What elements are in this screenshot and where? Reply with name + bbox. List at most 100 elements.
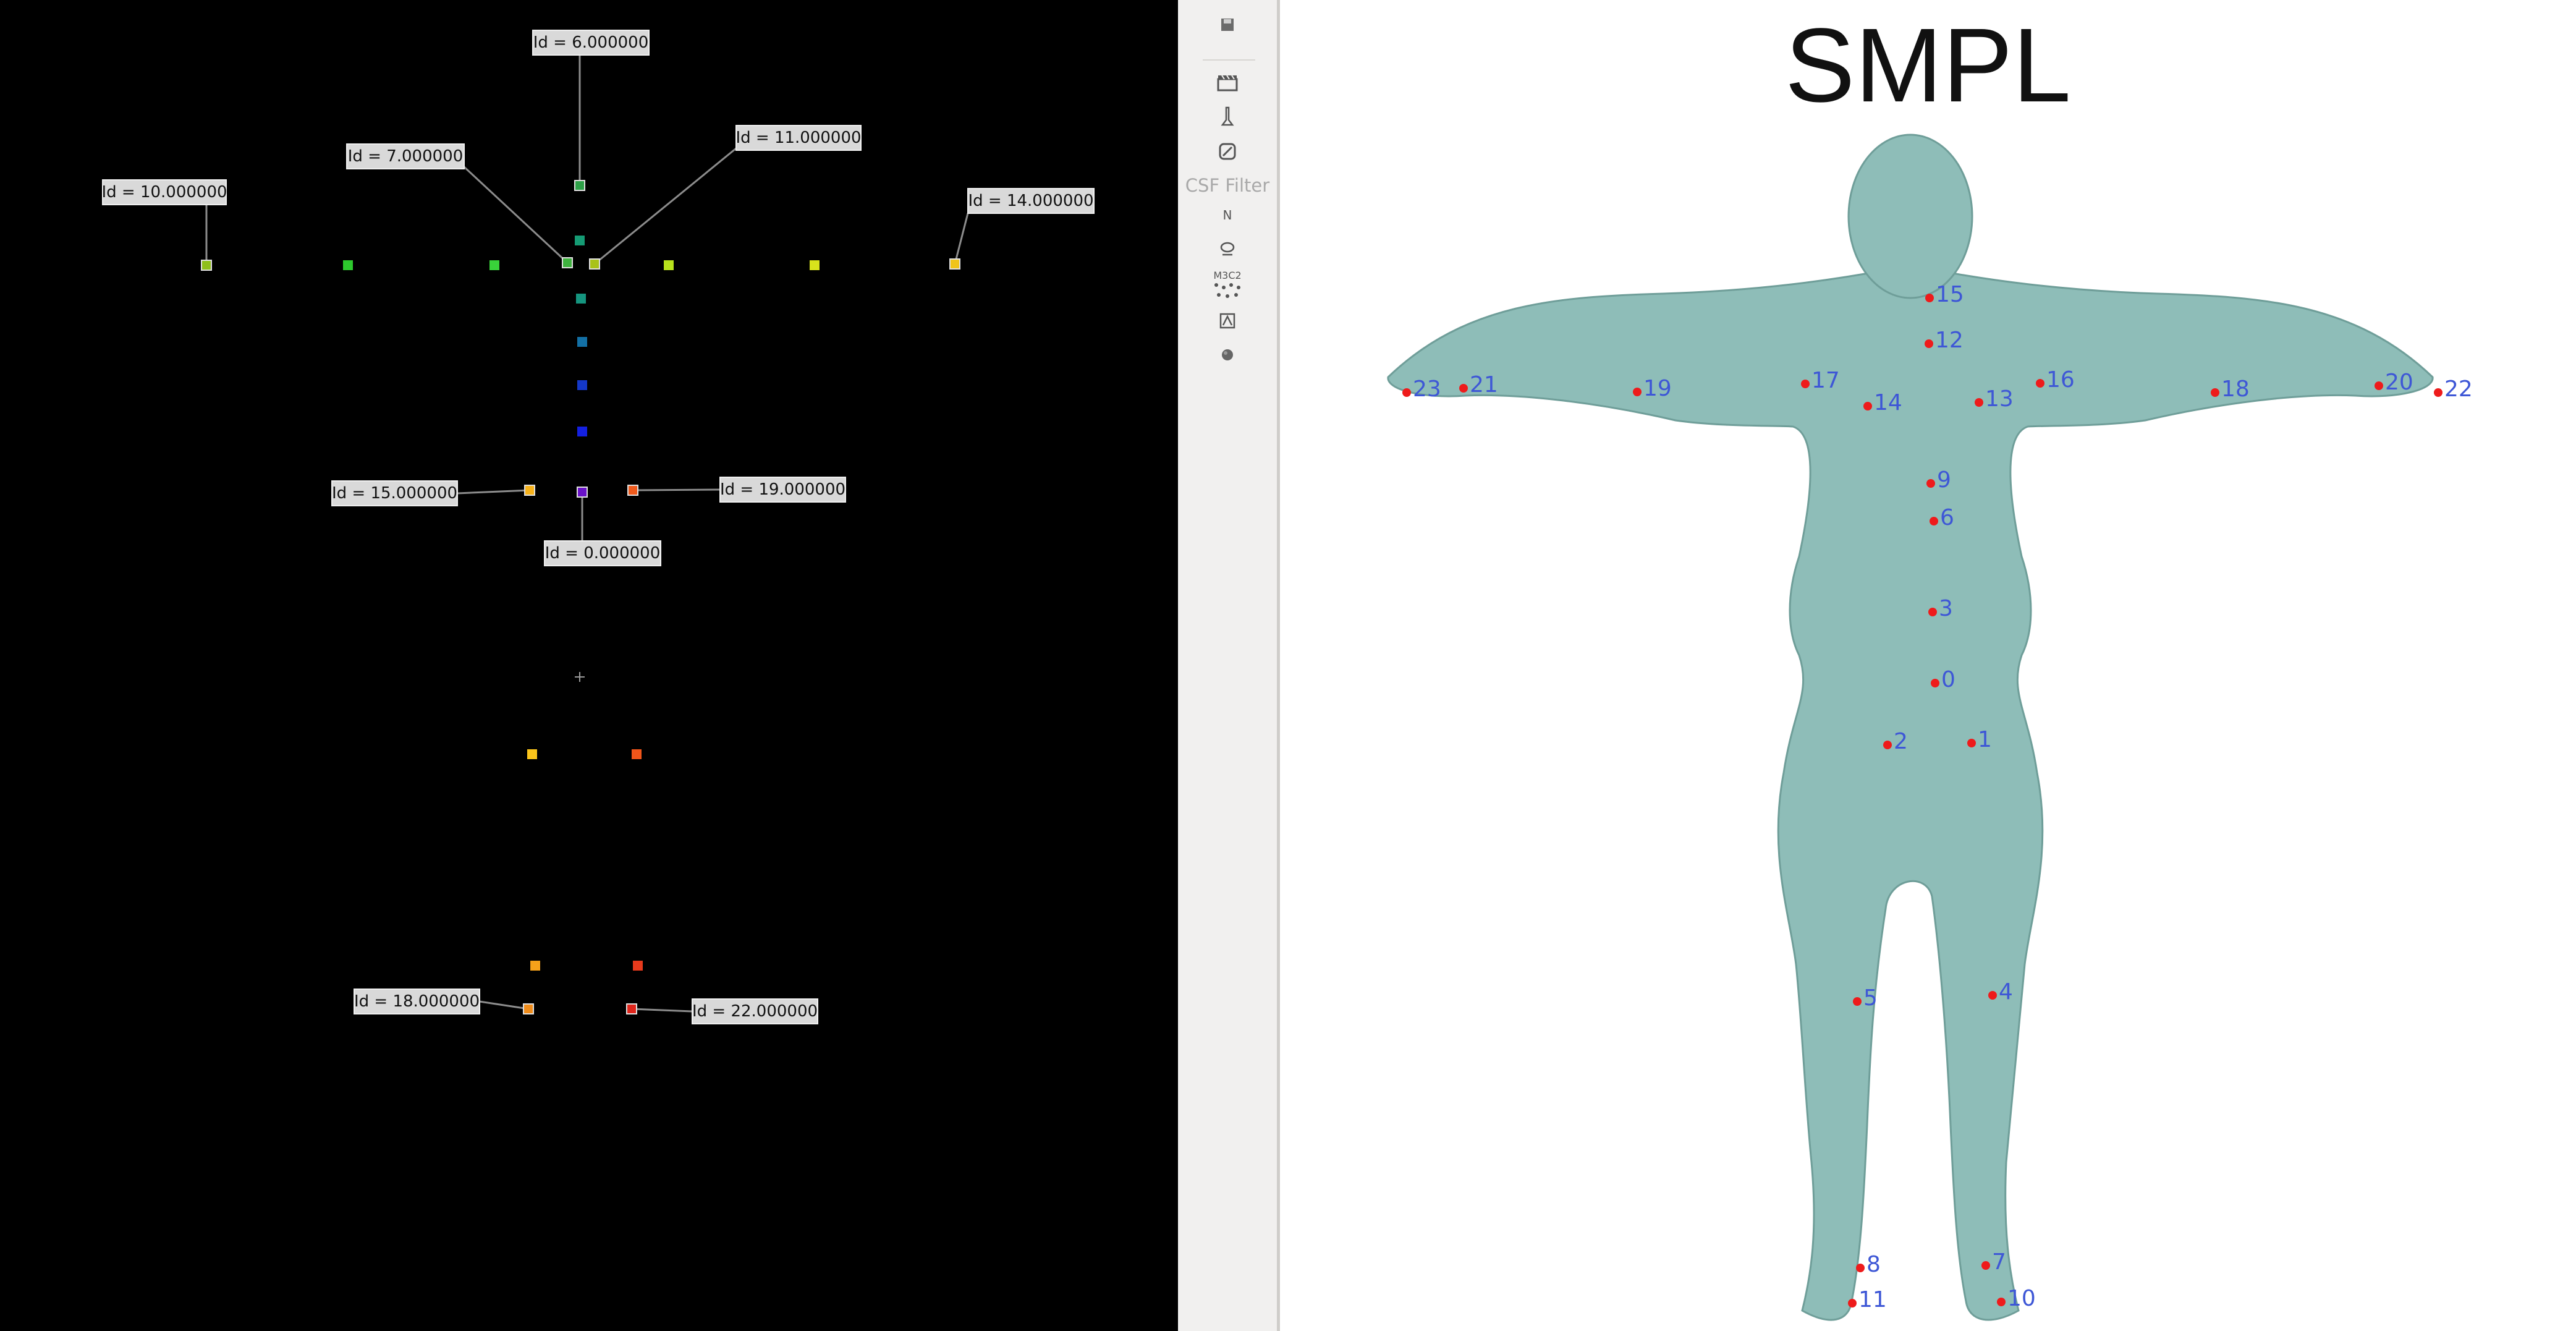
joint-label-10[interactable]: Id = 10.000000 — [101, 179, 227, 271]
sphere-icon[interactable] — [1220, 347, 1235, 362]
point-unlabeled[interactable] — [577, 427, 587, 436]
label-text: Id = 22.000000 — [692, 1002, 818, 1021]
point-19[interactable] — [627, 485, 638, 496]
joint-number: 12 — [1935, 328, 1964, 353]
joint-label-15[interactable]: Id = 15.000000 — [331, 480, 535, 506]
no-clip-icon[interactable] — [1218, 142, 1237, 161]
point-unlabeled[interactable] — [575, 236, 585, 245]
point-unlabeled[interactable] — [489, 260, 499, 270]
joint-dot — [2036, 379, 2044, 388]
clean-icon[interactable] — [1219, 241, 1236, 257]
point-11[interactable] — [589, 258, 600, 270]
probe-icon[interactable] — [1220, 106, 1235, 129]
joint-14: 14 — [1863, 390, 1902, 415]
point-7[interactable] — [562, 257, 573, 268]
joint-label-22[interactable]: Id = 22.000000 — [626, 998, 818, 1024]
label-box — [544, 540, 661, 566]
point-unlabeled[interactable] — [577, 380, 587, 390]
save-icon[interactable] — [1220, 17, 1235, 32]
joint-10: 10 — [1997, 1286, 2036, 1311]
joint-label-11[interactable]: Id = 11.000000 — [589, 125, 862, 270]
point-unlabeled[interactable] — [577, 337, 587, 347]
point-unlabeled[interactable] — [633, 961, 643, 971]
joint-number: 4 — [1999, 979, 2013, 1005]
label-box — [354, 989, 480, 1014]
joint-number: 11 — [1858, 1287, 1887, 1312]
point-unlabeled[interactable] — [343, 260, 353, 270]
joint-number: 9 — [1937, 467, 1951, 493]
label-box — [719, 477, 846, 503]
point-unlabeled[interactable] — [576, 294, 586, 304]
joint-number: 7 — [1992, 1249, 2006, 1275]
label-text: Id = 14.000000 — [968, 192, 1093, 210]
label-leader-line — [594, 147, 737, 265]
joint-dot — [1997, 1298, 2006, 1306]
joint-20: 20 — [2375, 370, 2413, 395]
joint-label-7[interactable]: Id = 7.000000 — [346, 143, 573, 268]
label-text: Id = 19.000000 — [720, 480, 845, 499]
joint-19: 19 — [1633, 376, 1672, 401]
point-14[interactable] — [949, 258, 960, 270]
label-box — [331, 480, 458, 506]
joint-number: 5 — [1863, 985, 1878, 1011]
joint-dot — [1925, 294, 1934, 302]
point-15[interactable] — [524, 485, 535, 496]
label-box — [532, 30, 650, 56]
joint-number: 21 — [1470, 372, 1498, 398]
point-unlabeled[interactable] — [530, 961, 540, 971]
label-leader-line — [479, 1000, 529, 1010]
joint-label-0[interactable]: Id = 0.000000 — [544, 487, 661, 566]
label-box — [692, 998, 818, 1024]
joint-label-18[interactable]: Id = 18.000000 — [354, 989, 534, 1014]
label-text: Id = 0.000000 — [545, 544, 661, 563]
joint-dot — [1928, 608, 1937, 616]
point-10[interactable] — [201, 260, 212, 271]
joint-5: 5 — [1853, 985, 1878, 1011]
m3c2-icon[interactable]: M3C2 — [1210, 268, 1245, 300]
joint-dot — [1930, 517, 1938, 525]
joint-dot — [1926, 479, 1935, 488]
3d-viewport[interactable]: Id = 10.000000 Id = 7.000000 Id = 6.000000… — [0, 0, 1178, 1331]
normals-icon[interactable]: N — [1220, 208, 1235, 223]
head-shape — [1847, 134, 1973, 299]
joint-number: 18 — [2221, 376, 2250, 402]
point-unlabeled[interactable] — [527, 749, 537, 759]
joint-dot — [1856, 1264, 1865, 1272]
smpl-figure: SMPL 0 1 2 3 4 5 6 7 8 9 10 11 12 13 14 15 16 17 18 19 20 21 2… — [1280, 0, 2576, 1331]
compass-icon[interactable] — [1219, 313, 1235, 329]
joint-dot — [2375, 381, 2383, 390]
point-6[interactable] — [574, 180, 585, 191]
joint-7: 7 — [1981, 1249, 2006, 1275]
joint-label-14[interactable]: Id = 14.000000 — [949, 188, 1095, 270]
joint-16: 16 — [2036, 367, 2075, 393]
point-unlabeled[interactable] — [632, 749, 642, 759]
point-unlabeled[interactable] — [810, 260, 820, 270]
joint-17: 17 — [1801, 368, 1840, 393]
joint-number: 15 — [1936, 282, 1964, 307]
clapperboard-icon[interactable] — [1217, 73, 1238, 91]
joint-dot — [1853, 997, 1862, 1006]
point-cloud-view[interactable]: Id = 10.000000 Id = 7.000000 Id = 6.000000… — [0, 0, 1178, 1331]
joint-13: 13 — [1975, 386, 2014, 412]
joint-label-19[interactable]: Id = 19.000000 — [627, 477, 846, 503]
csf-filter-button[interactable]: CSF Filter — [1185, 175, 1270, 196]
label-text: Id = 15.000000 — [332, 484, 457, 503]
figure-title: SMPL — [1785, 7, 2071, 124]
joint-8: 8 — [1856, 1252, 1881, 1277]
point-0[interactable] — [577, 487, 588, 498]
label-leader-line — [954, 213, 969, 265]
joint-dot — [2434, 388, 2443, 397]
joint-dot — [1925, 339, 1933, 348]
label-text: Id = 6.000000 — [533, 33, 649, 52]
joint-9: 9 — [1926, 467, 1951, 493]
point-22[interactable] — [626, 1003, 637, 1014]
joint-number: 1 — [1978, 727, 1992, 752]
joint-12: 12 — [1925, 328, 1964, 353]
point-unlabeled[interactable] — [664, 260, 674, 270]
joint-label-6[interactable]: Id = 6.000000 — [532, 30, 650, 191]
label-box — [967, 188, 1095, 214]
point-18[interactable] — [523, 1003, 534, 1014]
joint-number: 14 — [1874, 390, 1902, 415]
joint-number: 19 — [1643, 376, 1672, 401]
plugin-toolbar: CSF Filter N M3C2 — [1178, 0, 1280, 1331]
